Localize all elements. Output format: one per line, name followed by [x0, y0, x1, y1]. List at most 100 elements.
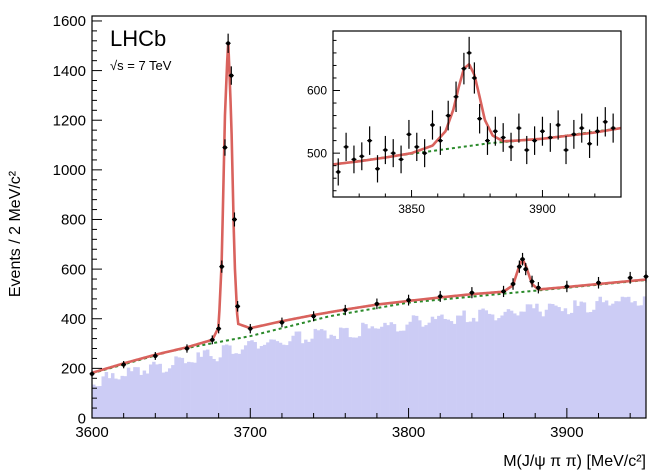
main-histogram-bin: [414, 315, 419, 418]
main-histogram-bin: [446, 319, 451, 418]
main-histogram-bin: [240, 349, 245, 418]
inset-data-point: [556, 123, 560, 127]
inset-data-point: [375, 167, 380, 171]
main-x-tick-label: 3600: [75, 424, 108, 441]
main-background-histogram: [92, 296, 647, 418]
main-histogram-bin: [633, 301, 637, 418]
main-histogram-bin: [107, 378, 112, 418]
main-histogram-bin: [164, 371, 169, 418]
main-histogram-bin: [177, 357, 181, 418]
main-histogram-bin: [332, 335, 337, 418]
main-histogram-bin: [433, 319, 438, 418]
inset-x-axis-ticks: 3850 3900: [332, 190, 622, 216]
inset-data-point: [367, 138, 372, 143]
main-histogram-bin: [532, 308, 536, 418]
main-y-tick-label: 200: [61, 361, 86, 378]
main-histogram-bin: [573, 300, 577, 418]
main-data-point: [564, 284, 569, 289]
main-histogram-bin: [579, 301, 583, 418]
main-histogram-bin: [585, 312, 590, 418]
main-histogram-bin: [497, 318, 501, 418]
main-histogram-bin: [110, 373, 115, 418]
inset-data-point: [485, 138, 490, 143]
main-plot-frame: [91, 15, 647, 419]
main-histogram-bin: [193, 362, 197, 418]
main-histogram-bin: [402, 330, 406, 418]
main-histogram-bin: [259, 346, 264, 418]
main-y-tick-label: 0: [78, 410, 86, 427]
main-histogram-bin: [367, 328, 371, 418]
main-y-tick-label: 1600: [53, 13, 86, 30]
main-histogram-bin: [503, 311, 508, 418]
main-histogram-bin: [440, 314, 444, 418]
main-x-axis-ticks: 3600 3700 3800 3900: [75, 408, 631, 441]
main-histogram-bin: [215, 361, 219, 418]
inset-data-point: [438, 138, 443, 143]
main-histogram-bin: [468, 321, 473, 418]
main-histogram-bin: [304, 339, 308, 418]
inset-data-point: [383, 148, 388, 152]
main-histogram-bin: [120, 375, 124, 418]
main-histogram-bin: [525, 304, 530, 418]
main-histogram-bin: [560, 311, 564, 418]
main-data-point: [343, 307, 348, 313]
main-histogram-bin: [639, 305, 644, 418]
inset-y-axis-ticks: 500 600: [307, 39, 340, 192]
inset-x-tick-label: 3900: [529, 202, 556, 216]
main-data-point: [406, 298, 411, 303]
main-histogram-bin: [478, 309, 482, 418]
main-histogram-bin: [348, 337, 352, 418]
main-histogram-bin: [630, 302, 634, 418]
main-histogram-bin: [186, 361, 191, 418]
inset-plot-frame: [332, 30, 622, 198]
main-histogram-bin: [335, 338, 340, 418]
inset-data-point: [336, 170, 341, 174]
main-histogram-bin: [589, 312, 593, 418]
main-data-point: [229, 73, 234, 78]
inset-data-point: [548, 135, 553, 140]
main-histogram-bin: [418, 320, 422, 418]
main-data-point: [523, 267, 528, 272]
main-histogram-bin: [424, 325, 428, 418]
inset-data-point: [501, 135, 505, 140]
main-histogram-bin: [376, 328, 381, 418]
inset-data-point: [360, 154, 364, 159]
main-histogram-bin: [500, 315, 504, 418]
main-histogram-bin: [437, 315, 441, 418]
main-histogram-bin: [389, 322, 394, 418]
main-histogram-bin: [231, 353, 235, 418]
main-histogram-bin: [117, 379, 121, 418]
main-histogram-bin: [183, 363, 188, 418]
main-histogram-bin: [535, 303, 539, 418]
main-total-fit-curve: [91, 42, 647, 375]
main-histogram-bin: [380, 326, 384, 418]
main-histogram-bin: [608, 305, 612, 418]
main-histogram-bin: [345, 327, 349, 418]
main-histogram-bin: [617, 301, 621, 418]
main-data-point: [153, 353, 158, 359]
main-data-point: [520, 257, 525, 262]
main-histogram-bin: [392, 324, 397, 418]
main-data-point: [529, 279, 535, 284]
main-data-point: [501, 289, 506, 294]
main-histogram-bin: [544, 309, 549, 418]
main-histogram-bin: [471, 317, 476, 418]
main-histogram-bin: [430, 316, 435, 418]
main-histogram-bin: [316, 330, 321, 418]
main-histogram-bin: [541, 316, 545, 418]
main-histogram-bin: [494, 320, 498, 418]
main-fit-line: [91, 42, 647, 375]
main-histogram-bin: [285, 345, 289, 418]
main-histogram-bin: [554, 305, 558, 418]
main-histogram-bin: [209, 356, 213, 418]
main-data-point: [248, 326, 253, 331]
main-histogram-bin: [364, 324, 368, 418]
inset-data-point: [477, 116, 482, 121]
main-x-tick-label: 3800: [392, 424, 425, 441]
main-histogram-bin: [171, 365, 175, 418]
main-histogram-bin: [421, 326, 425, 418]
main-histogram-bin: [266, 342, 270, 418]
inset-x-tick-label: 3850: [398, 202, 425, 216]
main-histogram-bin: [513, 313, 517, 418]
main-histogram-bin: [98, 386, 102, 418]
